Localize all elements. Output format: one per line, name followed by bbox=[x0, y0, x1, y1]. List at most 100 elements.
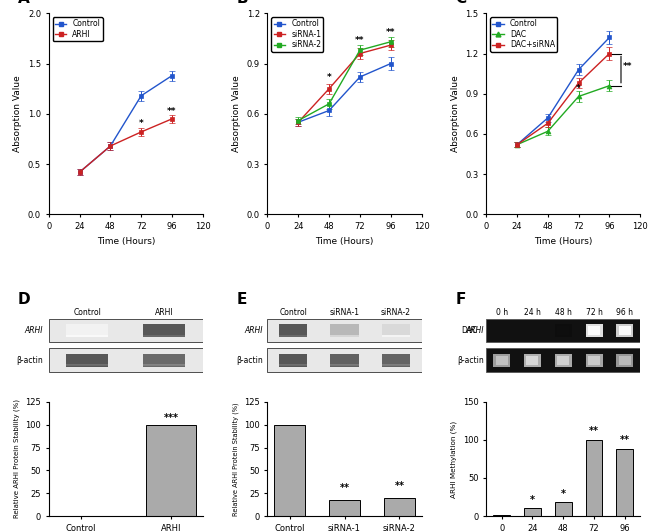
Text: **: ** bbox=[589, 426, 599, 436]
Text: *: * bbox=[577, 84, 581, 93]
Bar bbox=[66, 364, 109, 367]
Bar bbox=[382, 335, 410, 337]
Bar bbox=[554, 324, 572, 337]
Text: 24 h: 24 h bbox=[524, 308, 541, 317]
Bar bbox=[524, 509, 541, 516]
Bar bbox=[382, 335, 410, 337]
Text: 48 h: 48 h bbox=[555, 308, 571, 317]
Bar bbox=[616, 354, 633, 367]
Text: ARHI: ARHI bbox=[245, 326, 263, 335]
Text: **: ** bbox=[167, 107, 177, 116]
Text: Control: Control bbox=[73, 308, 101, 317]
Text: *: * bbox=[139, 119, 144, 128]
Bar bbox=[382, 354, 410, 367]
Bar bbox=[382, 364, 410, 367]
Bar bbox=[616, 324, 633, 337]
Bar bbox=[554, 502, 572, 516]
Bar bbox=[330, 500, 359, 516]
Bar bbox=[143, 335, 185, 337]
Text: F: F bbox=[456, 292, 466, 307]
X-axis label: Time (Hours): Time (Hours) bbox=[534, 237, 592, 246]
Bar bbox=[554, 354, 572, 367]
Text: β-actin: β-actin bbox=[16, 355, 43, 364]
Bar bbox=[526, 355, 538, 365]
Bar bbox=[279, 364, 307, 367]
Legend: Control, ARHI: Control, ARHI bbox=[53, 17, 103, 41]
Y-axis label: Absorption Value: Absorption Value bbox=[450, 76, 460, 152]
Bar bbox=[268, 348, 421, 372]
Bar bbox=[382, 324, 410, 337]
Text: *: * bbox=[530, 495, 535, 505]
Bar bbox=[493, 354, 510, 367]
Bar bbox=[143, 364, 185, 367]
Text: C: C bbox=[456, 0, 467, 6]
Bar bbox=[279, 354, 307, 367]
Bar bbox=[588, 326, 600, 335]
Text: ARHI: ARHI bbox=[24, 326, 43, 335]
Bar bbox=[143, 335, 185, 337]
Bar bbox=[330, 364, 359, 367]
Text: 0 h: 0 h bbox=[495, 308, 508, 317]
Bar bbox=[143, 324, 185, 337]
X-axis label: Time (Hours): Time (Hours) bbox=[315, 237, 374, 246]
Bar bbox=[384, 498, 415, 516]
Bar bbox=[586, 354, 603, 367]
Bar bbox=[279, 364, 307, 367]
Bar bbox=[66, 335, 109, 337]
Bar bbox=[66, 364, 109, 367]
Text: siRNA-2: siRNA-2 bbox=[381, 308, 411, 317]
Bar bbox=[146, 425, 196, 516]
Text: β-actin: β-actin bbox=[237, 355, 263, 364]
Text: E: E bbox=[237, 292, 247, 307]
Text: A: A bbox=[18, 0, 30, 6]
Bar bbox=[616, 449, 633, 516]
Bar bbox=[493, 514, 510, 516]
Text: 96 h: 96 h bbox=[616, 308, 633, 317]
Bar bbox=[66, 354, 109, 367]
Text: siRNA-1: siRNA-1 bbox=[330, 308, 359, 317]
Bar bbox=[279, 335, 307, 337]
Bar bbox=[586, 440, 603, 516]
Text: D: D bbox=[18, 292, 31, 307]
Bar bbox=[382, 335, 410, 337]
Bar bbox=[66, 335, 109, 337]
Text: **: ** bbox=[395, 481, 404, 492]
Bar bbox=[330, 324, 359, 337]
Bar bbox=[279, 335, 307, 337]
Y-axis label: Absorption Value: Absorption Value bbox=[232, 76, 241, 152]
Text: Control: Control bbox=[280, 308, 307, 317]
X-axis label: Time (Hours): Time (Hours) bbox=[97, 237, 155, 246]
Bar bbox=[143, 354, 185, 367]
Y-axis label: Relative ARHI Protein Stability (%): Relative ARHI Protein Stability (%) bbox=[13, 400, 20, 519]
Text: ARHI: ARHI bbox=[465, 326, 484, 335]
Bar bbox=[49, 348, 203, 372]
Bar bbox=[279, 364, 307, 367]
Bar bbox=[619, 355, 630, 365]
Bar bbox=[486, 348, 640, 372]
Text: **: ** bbox=[386, 28, 395, 37]
Bar bbox=[382, 364, 410, 367]
Bar bbox=[382, 364, 410, 367]
Text: ARHI: ARHI bbox=[155, 308, 174, 317]
Bar bbox=[524, 354, 541, 367]
Text: **: ** bbox=[620, 435, 630, 445]
Bar bbox=[619, 326, 630, 335]
Text: **: ** bbox=[355, 36, 365, 45]
Text: **: ** bbox=[623, 62, 632, 71]
Bar bbox=[586, 324, 603, 337]
Bar bbox=[330, 364, 359, 367]
Text: B: B bbox=[237, 0, 248, 6]
Bar bbox=[496, 355, 508, 365]
Legend: Control, DAC, DAC+siRNA: Control, DAC, DAC+siRNA bbox=[490, 17, 557, 52]
Y-axis label: Relative ARHI Protein Stability (%): Relative ARHI Protein Stability (%) bbox=[232, 402, 239, 516]
Bar bbox=[268, 319, 421, 342]
Bar bbox=[279, 335, 307, 337]
Bar bbox=[66, 364, 109, 367]
Bar bbox=[66, 324, 109, 337]
Text: *: * bbox=[327, 73, 332, 82]
Bar bbox=[557, 355, 569, 365]
Y-axis label: Absorption Value: Absorption Value bbox=[14, 76, 23, 152]
Text: *: * bbox=[561, 488, 566, 498]
Bar bbox=[486, 319, 640, 342]
Bar bbox=[330, 335, 359, 337]
